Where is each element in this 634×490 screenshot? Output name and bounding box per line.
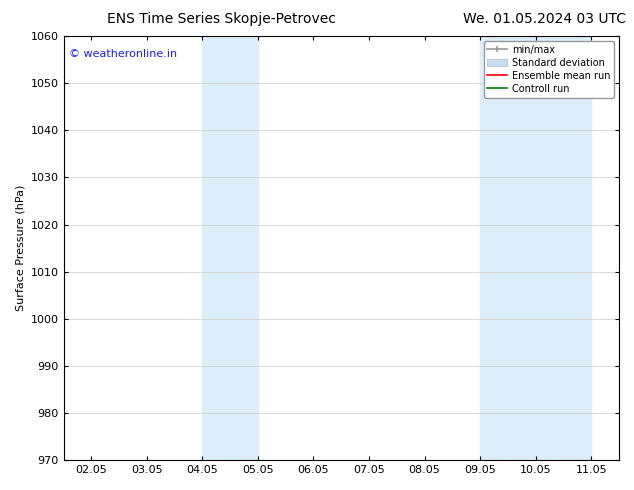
- Bar: [202, 36, 258, 460]
- Y-axis label: Surface Pressure (hPa): Surface Pressure (hPa): [15, 185, 25, 311]
- Bar: [480, 36, 592, 460]
- Text: We. 01.05.2024 03 UTC: We. 01.05.2024 03 UTC: [463, 12, 626, 26]
- Text: © weatheronline.in: © weatheronline.in: [69, 49, 178, 59]
- Text: ENS Time Series Skopje-Petrovec: ENS Time Series Skopje-Petrovec: [107, 12, 337, 26]
- Legend: min/max, Standard deviation, Ensemble mean run, Controll run: min/max, Standard deviation, Ensemble me…: [484, 41, 614, 98]
